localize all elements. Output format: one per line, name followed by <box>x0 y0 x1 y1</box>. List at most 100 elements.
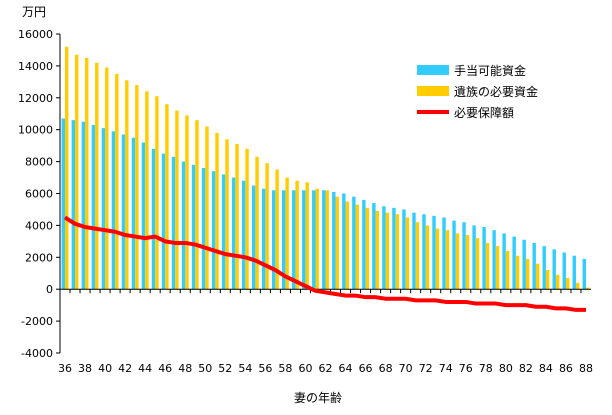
bar-required <box>185 115 189 290</box>
x-tick-label: 86 <box>559 362 573 375</box>
bar-available <box>261 188 266 290</box>
line-series <box>63 215 586 312</box>
x-tick-label: 52 <box>218 362 232 375</box>
legend: 手当可能資金 遺族の必要資金 必要保障額 <box>417 63 538 120</box>
y-tick-label: -4000 <box>21 347 53 360</box>
bar-available <box>101 128 106 290</box>
bar-available <box>322 190 326 290</box>
bar-required <box>275 169 279 290</box>
bar-available <box>552 249 556 290</box>
bar-required <box>165 104 169 290</box>
bar-available <box>362 199 366 290</box>
bar-required <box>215 132 219 290</box>
bar-available <box>141 142 146 290</box>
x-tick-label: 62 <box>319 362 333 375</box>
bar-available <box>201 167 206 290</box>
bar-required <box>365 207 369 290</box>
x-tick-label: 72 <box>419 362 433 375</box>
bar-series <box>61 46 590 290</box>
bar-available <box>542 246 546 290</box>
x-tick-labels: 36 38 40 42 44 46 48 50 52 54 56 58 60 62 64 66 68 70 72 74… <box>58 362 593 375</box>
x-tick-label: 44 <box>138 362 152 375</box>
bar-available <box>211 171 216 290</box>
axes <box>56 33 591 354</box>
bar-required <box>535 263 540 290</box>
bar-available <box>71 120 76 290</box>
x-tick-label: 48 <box>178 362 192 375</box>
legend-swatch-available <box>417 65 449 75</box>
bar-required <box>335 196 339 290</box>
bar-required <box>225 139 229 290</box>
x-tick-label: 36 <box>58 362 72 375</box>
bar-available <box>251 185 256 290</box>
bar-available <box>372 203 376 290</box>
bar-required <box>85 57 89 290</box>
bar-required <box>325 190 329 290</box>
bar-available <box>432 215 436 290</box>
bar-required <box>145 91 149 290</box>
bar-available <box>492 230 496 290</box>
y-tick-label: 10000 <box>18 124 53 137</box>
x-tick-label: 42 <box>118 362 132 375</box>
bar-required <box>435 228 440 290</box>
bar-required <box>485 242 490 290</box>
bar-available <box>422 214 426 290</box>
bar-required <box>175 110 179 290</box>
bar-required <box>65 46 69 290</box>
bar-available <box>61 118 66 290</box>
bar-required <box>555 274 560 290</box>
legend-label-coverage: 必要保障額 <box>454 105 514 120</box>
x-tick-label: 54 <box>238 362 252 375</box>
bar-available <box>81 121 86 290</box>
bar-required <box>425 225 430 290</box>
bar-available <box>442 217 446 290</box>
x-tick-label: 60 <box>298 362 312 375</box>
bar-available <box>342 193 346 290</box>
bar-required <box>255 156 259 290</box>
bar-required <box>395 214 400 290</box>
y-tick-label: 4000 <box>25 219 53 232</box>
bar-required <box>475 238 480 290</box>
bar-required <box>235 144 239 290</box>
bar-required <box>575 282 580 290</box>
bar-required <box>125 80 129 290</box>
line-coverage <box>63 215 586 312</box>
x-tick-label: 66 <box>359 362 373 375</box>
bar-available <box>502 233 506 290</box>
bar-available <box>151 148 156 290</box>
x-tick-label: 82 <box>519 362 533 375</box>
y-tick-label: 2000 <box>25 251 53 264</box>
bar-available <box>302 190 306 290</box>
x-tick-label: 74 <box>439 362 453 375</box>
bar-available <box>312 190 316 290</box>
bar-available <box>392 207 396 290</box>
bar-required <box>115 73 119 290</box>
bar-available <box>181 161 186 290</box>
x-tick-label: 88 <box>579 362 593 375</box>
bar-available <box>91 124 96 290</box>
legend-label-available: 手当可能資金 <box>454 63 526 78</box>
x-tick-label: 78 <box>479 362 493 375</box>
bar-available <box>171 156 176 290</box>
bar-available <box>512 236 516 290</box>
bar-required <box>95 62 99 290</box>
bar-available <box>241 180 246 290</box>
x-tick-label: 76 <box>459 362 473 375</box>
y-tick-label: -2000 <box>21 315 53 328</box>
bar-required <box>195 120 199 290</box>
bar-required <box>525 258 530 290</box>
x-tick-label: 84 <box>539 362 553 375</box>
x-tick-label: 80 <box>499 362 513 375</box>
y-tick-label: 0 <box>46 283 53 296</box>
bar-required <box>515 255 520 290</box>
bar-required <box>585 287 590 290</box>
x-tick-label: 56 <box>258 362 272 375</box>
bar-required <box>245 148 249 290</box>
bar-required <box>155 96 159 290</box>
bar-required <box>505 250 510 290</box>
bar-required <box>385 212 390 290</box>
bar-required <box>455 233 460 290</box>
bar-required <box>355 204 359 290</box>
y-tick-label: 16000 <box>18 28 53 41</box>
